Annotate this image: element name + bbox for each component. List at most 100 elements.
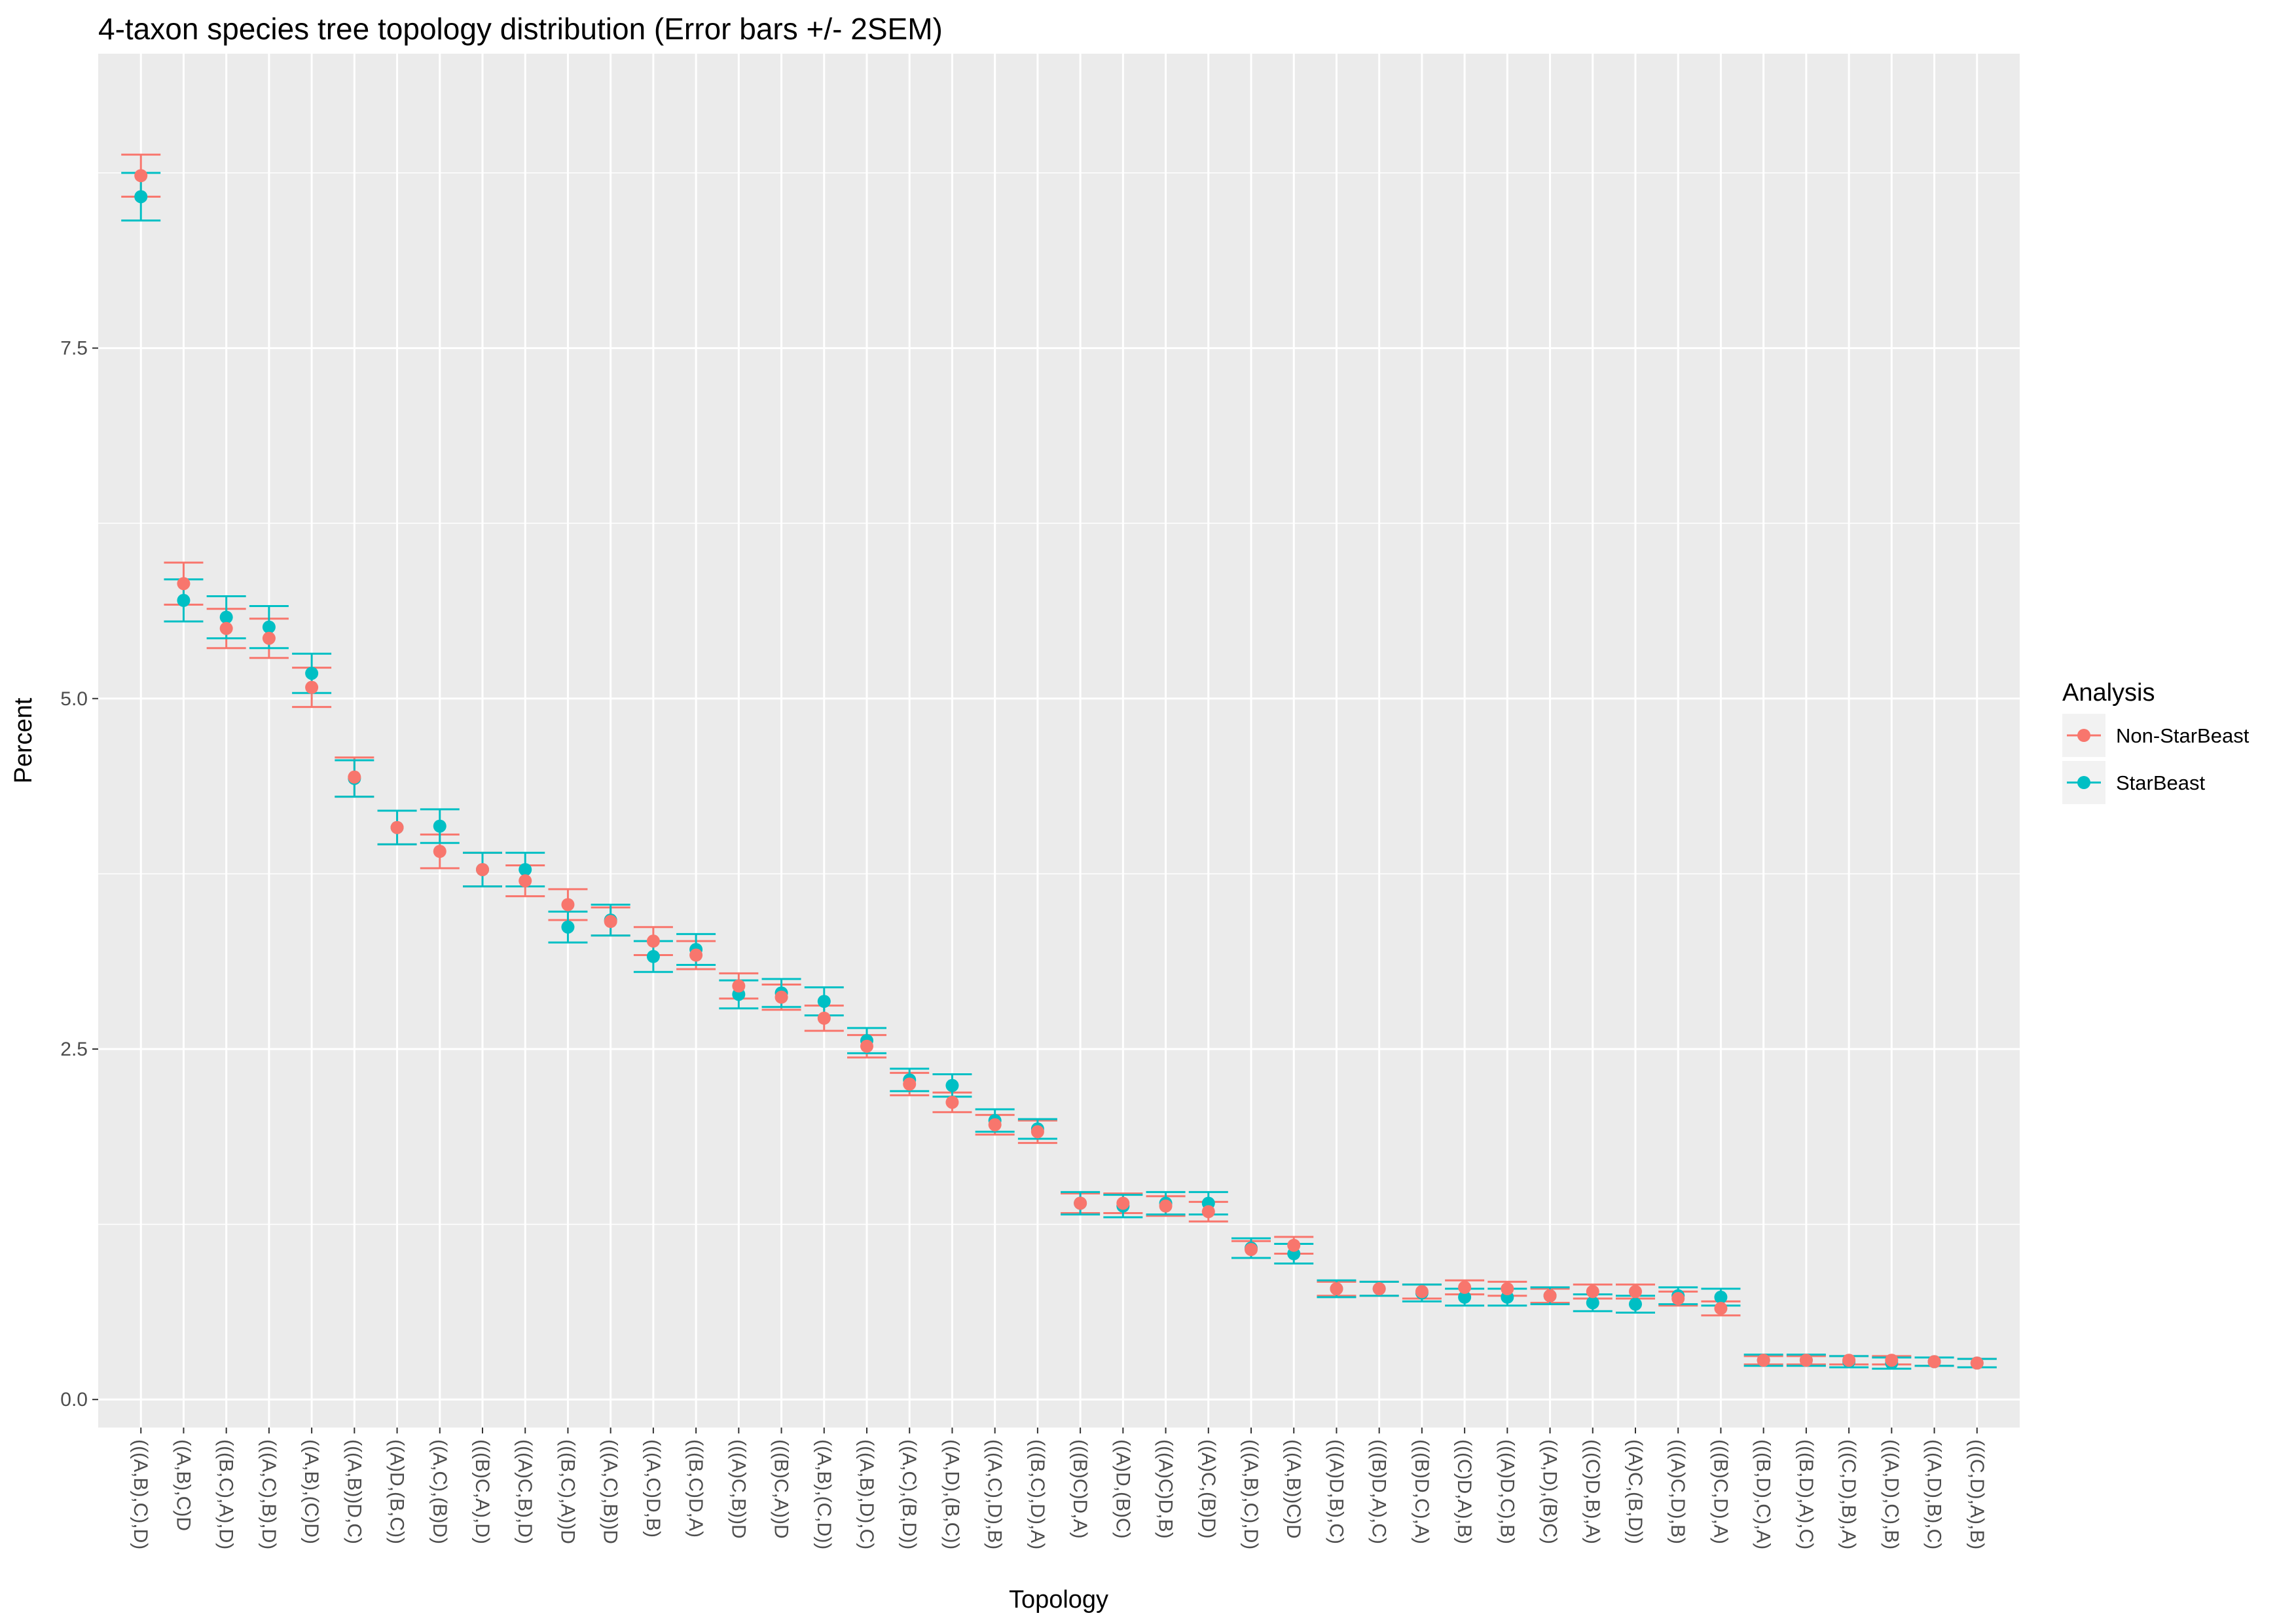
x-tick-label: (((A)C,B))D: [727, 1439, 749, 1539]
x-tick-label: (((A)C,B),D): [514, 1439, 536, 1544]
data-point: [305, 680, 319, 694]
data-point: [1415, 1285, 1429, 1299]
data-point: [219, 610, 233, 624]
x-tick-label: (((A,B))C)D: [1283, 1439, 1304, 1539]
data-point: [177, 593, 191, 607]
data-point: [903, 1077, 917, 1091]
data-point: [561, 920, 575, 934]
x-tick-label: (((B,D),A),C): [1795, 1439, 1817, 1549]
x-axis: (((A,B),C),D) ((A,B),C)D (((B,C),A),D) (((A…: [130, 1428, 1988, 1549]
data-point: [817, 995, 831, 1008]
data-point: [1458, 1290, 1472, 1304]
x-tick-label: (((C)D,A),B): [1453, 1439, 1475, 1544]
y-axis: 0.0 2.5 5.0 7.5: [60, 338, 98, 1411]
legend-label: Non-StarBeast: [2116, 724, 2250, 747]
data-point: [1927, 1355, 1941, 1369]
y-tick-label: 2.5: [60, 1039, 88, 1060]
data-point: [1330, 1282, 1343, 1296]
legend-key-point: [2077, 776, 2090, 789]
data-point: [476, 862, 489, 876]
data-point: [1543, 1289, 1557, 1302]
data-point: [689, 948, 703, 962]
data-point: [1245, 1243, 1258, 1257]
data-point: [1586, 1296, 1599, 1310]
x-tick-label: (((B,D),C),A): [1753, 1439, 1774, 1549]
x-tick-label: (((A,C),D),B): [984, 1439, 1006, 1549]
x-tick-label: (((B)C)D,A): [1069, 1439, 1091, 1539]
x-tick-label: (((A)C)D,B): [1155, 1439, 1176, 1539]
x-tick-label: (((A)C,D),B): [1667, 1439, 1688, 1544]
data-point: [1757, 1354, 1770, 1367]
data-point: [262, 631, 276, 645]
data-point: [433, 819, 446, 833]
x-tick-label: (((A,C),B))D: [600, 1439, 621, 1544]
x-tick-label: (((C)D,B),A): [1582, 1439, 1603, 1544]
plot-panel: [98, 54, 2020, 1428]
data-point: [519, 874, 532, 888]
x-tick-label: (((A,C),B),D): [258, 1439, 280, 1549]
x-tick-label: ((A)D,(B)C): [1112, 1439, 1133, 1539]
x-tick-label: (((B)C,A))D: [771, 1439, 792, 1539]
x-tick-label: (((A,B),C),D): [130, 1439, 151, 1549]
x-tick-label: (((A)D,B),C): [1325, 1439, 1347, 1544]
x-tick-label: (((A,D),C),B): [1880, 1439, 1902, 1549]
data-point: [1116, 1196, 1130, 1210]
x-tick-label: ((A,B),(C,D)): [813, 1439, 835, 1549]
x-tick-label: ((A)C,(B)D): [1197, 1439, 1219, 1539]
error-bars: [121, 153, 1997, 1370]
data-point: [1501, 1282, 1514, 1296]
x-tick-label: (((B,C),A),D): [215, 1439, 237, 1549]
data-point: [219, 621, 233, 635]
data-point: [774, 990, 788, 1004]
legend-title: Analysis: [2062, 679, 2155, 707]
y-axis-label: Percent: [10, 697, 37, 783]
x-tick-label: ((A)C,(B,D)): [1624, 1439, 1646, 1544]
y-tick-label: 5.0: [60, 688, 88, 710]
legend-label: StarBeast: [2116, 771, 2206, 794]
y-tick-label: 0.0: [60, 1389, 88, 1411]
data-point: [1885, 1354, 1899, 1367]
x-tick-label: (((B)D,C),A): [1411, 1439, 1432, 1544]
x-tick-label: ((A,B),C)D: [172, 1439, 194, 1531]
legend-items: Non-StarBeast StarBeast: [2062, 714, 2250, 804]
data-point: [1287, 1238, 1301, 1252]
x-tick-label: (((B)D,A),C): [1368, 1439, 1390, 1544]
x-tick-label: ((A,C),(B,D)): [898, 1439, 920, 1549]
x-tick-label: (((A)D,C),B): [1496, 1439, 1518, 1544]
data-point: [1970, 1356, 1984, 1370]
x-tick-label: ((A,D),(B,C)): [941, 1439, 962, 1549]
data-point: [646, 934, 660, 948]
data-point: [305, 667, 319, 680]
chart-title: 4-taxon species tree topology distributi…: [98, 12, 943, 46]
x-tick-label: ((A)D,(B,C)): [386, 1439, 408, 1544]
x-tick-label: (((B,C),A))D: [556, 1439, 578, 1544]
data-point: [348, 770, 361, 784]
x-tick-label: (((A,C)D,B): [642, 1439, 664, 1538]
x-tick-label: (((B,C),D),A): [1027, 1439, 1048, 1549]
legend-key-point: [2077, 729, 2090, 742]
data-point: [1201, 1205, 1215, 1219]
data-point: [1586, 1285, 1599, 1299]
data-point: [262, 620, 276, 634]
minor-gridlines: [98, 172, 2020, 1225]
data-point: [1458, 1280, 1472, 1294]
data-point: [1714, 1302, 1728, 1316]
x-tick-label: ((A,B),(C)D): [301, 1439, 322, 1544]
data-point: [732, 979, 746, 993]
data-point: [1629, 1285, 1642, 1299]
data-point: [134, 169, 148, 183]
data-point: [519, 862, 532, 876]
data-point: [134, 190, 148, 204]
x-tick-label: ((A,D),(B)C): [1539, 1439, 1561, 1544]
data-point: [390, 821, 404, 834]
x-tick-label: (((C,D),B),A): [1838, 1439, 1859, 1549]
data-point: [945, 1096, 959, 1109]
data-point: [1074, 1196, 1087, 1210]
data-point: [1671, 1292, 1685, 1306]
y-tick-label: 7.5: [60, 338, 88, 360]
data-point: [433, 845, 446, 858]
data-point: [177, 577, 191, 591]
data-point: [945, 1079, 959, 1092]
data-point: [1714, 1290, 1728, 1304]
